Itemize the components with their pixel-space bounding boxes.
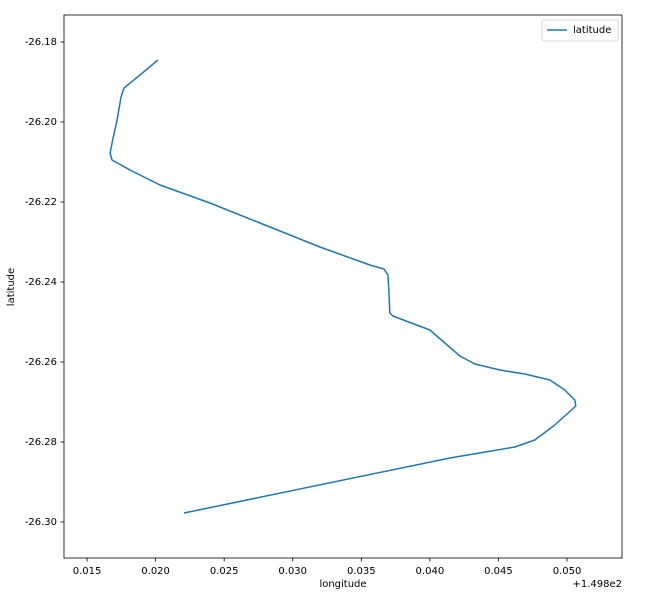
x-tick-label: 0.030	[278, 566, 307, 577]
y-tick-label: -26.28	[25, 437, 57, 448]
legend-label: latitude	[573, 25, 611, 36]
y-tick-label: -26.22	[25, 197, 57, 208]
x-tick-label: 0.035	[347, 566, 376, 577]
x-tick-label: 0.045	[484, 566, 513, 577]
x-axis-label: longitude	[319, 579, 366, 590]
y-tick-label: -26.20	[25, 117, 57, 128]
y-tick-label: -26.26	[25, 357, 57, 368]
x-tick-label: 0.020	[141, 566, 170, 577]
series-line	[109, 59, 577, 514]
axes-frame	[63, 14, 623, 559]
y-tick-label: -26.18	[25, 37, 57, 48]
legend-box	[541, 19, 619, 42]
y-axis-label: latitude	[6, 268, 17, 306]
x-tick-label: 0.050	[553, 566, 582, 577]
x-tick-label: 0.025	[210, 566, 239, 577]
y-tick-label: -26.24	[25, 277, 57, 288]
x-offset-text: +1.498e2	[572, 579, 622, 590]
x-tick-label: 0.015	[73, 566, 102, 577]
y-tick-label: -26.30	[25, 517, 57, 528]
x-tick-label: 0.040	[416, 566, 445, 577]
